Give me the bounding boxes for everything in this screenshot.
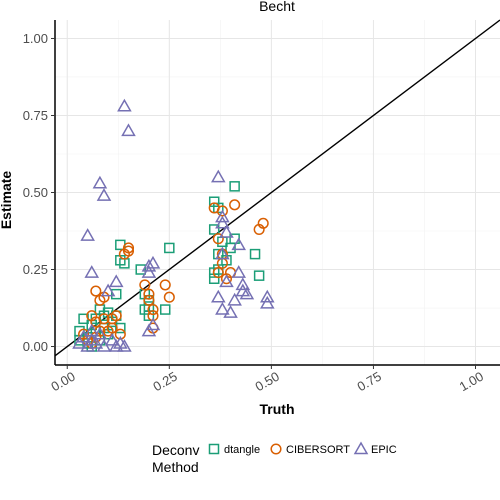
data-point-epic [260, 295, 275, 309]
data-point-dtangle [135, 264, 146, 275]
data-point-cibersort [122, 242, 135, 254]
data-point-cibersort [110, 310, 122, 322]
data-point-epic [145, 317, 161, 331]
y-tick-label: 0.50 [23, 185, 48, 200]
data-point-epic [84, 323, 100, 337]
data-point-epic [72, 335, 87, 349]
legend-key-cibersort [270, 443, 282, 455]
legend-label-cibersort: CIBERSORT [286, 444, 350, 456]
data-point-dtangle [159, 304, 171, 315]
data-point-epic [96, 188, 112, 201]
data-point-epic [145, 255, 161, 269]
data-point-epic [76, 329, 91, 343]
axes [51, 20, 500, 369]
data-point-cibersort [143, 294, 155, 306]
data-point-cibersort [90, 285, 102, 297]
data-point-epic [92, 175, 108, 189]
data-point-epic [223, 305, 238, 318]
data-point-cibersort [159, 279, 171, 291]
data-point-epic [215, 246, 230, 260]
data-point-epic [141, 258, 157, 272]
data-point-dtangle [110, 288, 122, 300]
data-point-cibersort [78, 328, 90, 340]
x-tick-label: 0.25 [150, 369, 179, 395]
legend-label-dtangle: dtangle [224, 444, 260, 456]
data-point-epic [219, 274, 234, 288]
data-point-epic [215, 215, 230, 229]
data-point-cibersort [122, 245, 135, 257]
data-point-dtangle [115, 322, 126, 334]
legend-title-line-2: Method [152, 459, 199, 475]
data-point-dtangle [225, 242, 236, 254]
data-point-epic [260, 289, 275, 303]
data-point-cibersort [163, 291, 175, 303]
data-point-epic [117, 339, 132, 352]
data-point-epic [84, 265, 100, 278]
y-tick-label: 0.00 [23, 339, 48, 354]
data-point-epic [141, 265, 157, 278]
data-point-cibersort [147, 310, 159, 322]
data-point-epic [211, 169, 226, 183]
x-tick-label: 0.00 [48, 369, 77, 395]
legend-key-epic [353, 441, 369, 455]
x-axis-title: Truth [260, 401, 295, 417]
data-point-epic [104, 332, 120, 346]
legend: Deconv Method dtangle CIBERSORT EPIC [152, 441, 397, 475]
data-point-dtangle [164, 242, 175, 254]
data-point-cibersort [229, 199, 241, 211]
grid [55, 20, 500, 365]
data-point-dtangle [208, 267, 220, 278]
x-tick-label: 1.00 [457, 369, 486, 395]
data-point-cibersort [212, 233, 224, 245]
data-point-epic [239, 286, 255, 300]
data-point-epic [215, 302, 230, 315]
data-point-dtangle [253, 270, 265, 281]
chart-title: Becht [259, 0, 295, 14]
data-point-epic [108, 274, 124, 288]
data-point-epic [231, 265, 247, 278]
data-point-epic [92, 326, 108, 340]
reference-line-layer [54, 19, 500, 357]
data-point-epic [88, 335, 104, 349]
x-tick-label: 0.50 [252, 369, 281, 395]
data-point-epic [108, 339, 124, 352]
data-point-cibersort [98, 313, 110, 325]
identity-line [54, 19, 500, 357]
data-point-cibersort [147, 304, 159, 316]
data-point-dtangle [229, 181, 240, 192]
legend-label-epic: EPIC [371, 444, 397, 456]
data-point-epic [121, 123, 136, 137]
data-point-epic [235, 277, 251, 291]
data-point-epic [141, 323, 157, 337]
data-point-epic [100, 283, 116, 297]
data-point-epic [80, 228, 95, 241]
x-tick-label: 0.75 [355, 369, 384, 395]
data-point-cibersort [216, 205, 228, 217]
data-point-cibersort [114, 328, 126, 340]
data-point-epic [211, 289, 226, 303]
data-point-epic [231, 237, 247, 251]
y-axis-title: Estimate [0, 171, 14, 230]
data-point-cibersort [257, 217, 269, 229]
data-point-epic [215, 209, 230, 223]
legend-title-line-1: Deconv [152, 442, 199, 458]
data-point-cibersort [139, 279, 151, 291]
data-point-dtangle [208, 224, 220, 235]
data-point-dtangle [249, 248, 261, 260]
data-point-cibersort [143, 288, 155, 300]
data-point-cibersort [102, 325, 114, 337]
y-tick-label: 0.25 [23, 262, 48, 277]
legend-key-dtangle [208, 443, 220, 455]
data-point-epic [227, 292, 242, 306]
legend-items: dtangle CIBERSORT EPIC [208, 441, 397, 456]
data-point-epic [96, 339, 112, 352]
data-points [72, 98, 275, 352]
data-point-cibersort [212, 267, 224, 279]
data-point-epic [117, 98, 132, 112]
y-tick-label: 0.75 [23, 108, 48, 123]
data-point-epic [219, 225, 234, 238]
y-tick-label: 1.00 [23, 31, 48, 46]
